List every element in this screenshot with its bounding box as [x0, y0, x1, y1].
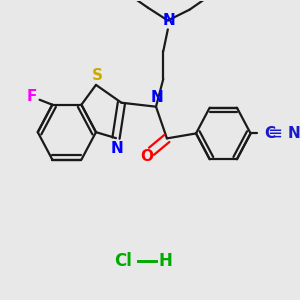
Text: N: N — [288, 126, 300, 141]
Text: ≡: ≡ — [268, 124, 283, 142]
Text: N: N — [151, 90, 163, 105]
Text: S: S — [92, 68, 102, 83]
Text: C: C — [264, 126, 275, 141]
Text: Cl: Cl — [114, 252, 132, 270]
Text: N: N — [162, 13, 175, 28]
Text: N: N — [110, 140, 123, 155]
Text: O: O — [140, 149, 153, 164]
Text: H: H — [158, 252, 172, 270]
Text: F: F — [27, 89, 38, 104]
